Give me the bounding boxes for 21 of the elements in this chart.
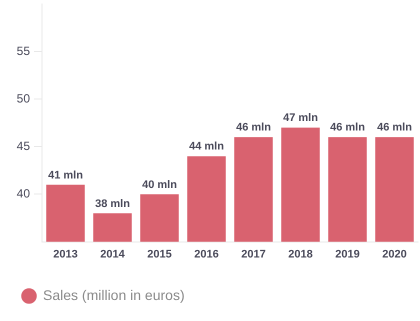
legend-label: Sales (million in euros) <box>43 286 185 303</box>
x-tick-label: 2020 <box>382 248 407 260</box>
y-tick-label: 50 <box>16 91 30 106</box>
x-tick-label: 2019 <box>335 248 360 260</box>
x-tick-label: 2016 <box>194 248 219 260</box>
data-label: 41 mln <box>48 169 84 182</box>
data-label: 46 mln <box>236 122 272 134</box>
y-tick-label: 40 <box>16 186 30 201</box>
x-tick-label: 2013 <box>53 248 78 260</box>
data-label: 46 mln <box>377 122 412 134</box>
y-tick-label: 55 <box>16 44 30 58</box>
data-label: 47 mln <box>283 112 318 124</box>
data-label: 44 mln <box>189 140 224 153</box>
y-tick-label: 45 <box>16 138 30 153</box>
x-tick-label: 2017 <box>241 248 266 260</box>
x-tick-label: 2015 <box>147 248 172 260</box>
data-label: 46 mln <box>330 122 366 134</box>
data-label: 40 mln <box>142 178 178 191</box>
x-tick-label: 2014 <box>100 248 126 260</box>
data-label: 38 mln <box>95 198 130 210</box>
x-tick-label: 2018 <box>288 248 313 260</box>
